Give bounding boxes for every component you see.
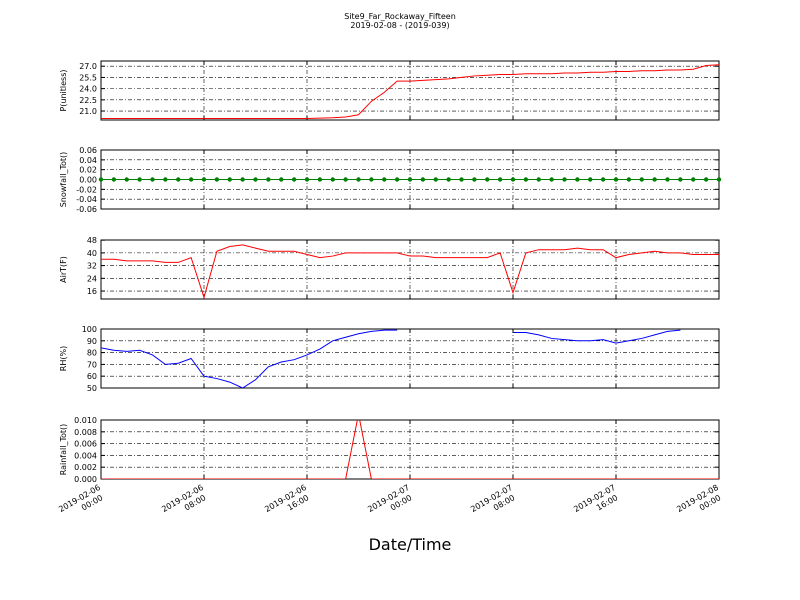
y-tick-label: 22.5 — [79, 96, 97, 105]
data-point — [639, 177, 644, 182]
y-tick-label: 0.010 — [74, 416, 97, 425]
data-point — [124, 177, 129, 182]
y-tick-label: 24 — [87, 274, 97, 283]
data-point — [600, 177, 606, 182]
data-line — [101, 244, 719, 299]
y-tick-label: 0.004 — [74, 451, 97, 460]
data-point — [163, 177, 168, 182]
data-point — [150, 177, 155, 182]
y-tick-label: 50 — [87, 384, 97, 393]
x-axis-label: Date/Time — [369, 535, 452, 554]
y-tick-label: 0.000 — [74, 475, 97, 484]
data-point — [472, 177, 477, 182]
data-line — [513, 329, 681, 344]
y-tick-label: 0.06 — [79, 146, 97, 155]
y-axis-label: AirT(F) — [59, 256, 68, 283]
data-point — [253, 177, 258, 182]
chart-subtitle: 2019-02-08 - (2019-039) — [350, 21, 449, 30]
data-point — [279, 177, 284, 182]
data-point — [382, 177, 387, 182]
y-tick-label: 32 — [87, 262, 97, 271]
data-point — [613, 177, 619, 182]
data-point — [343, 177, 348, 182]
y-tick-label: 0.02 — [79, 166, 97, 175]
data-point — [291, 177, 297, 182]
data-point — [665, 177, 670, 182]
data-point — [703, 177, 709, 182]
data-point — [678, 177, 683, 182]
data-point — [420, 177, 426, 182]
data-point — [497, 177, 503, 182]
y-tick-label: 0.008 — [74, 428, 97, 437]
y-axis-label: Rainfall_Tot() — [59, 424, 68, 476]
data-point — [562, 177, 567, 182]
data-point — [536, 177, 541, 182]
y-tick-label: 0.002 — [74, 463, 97, 472]
data-point — [446, 177, 451, 182]
data-point — [137, 177, 142, 182]
data-point — [691, 177, 696, 182]
y-axis-label: Snowfall_Tot() — [59, 152, 68, 208]
chart-title: Site9_Far_Rockaway_Fifteen — [344, 12, 456, 21]
data-point — [369, 177, 374, 182]
data-point — [98, 177, 104, 182]
data-line — [101, 329, 398, 388]
y-tick-label: 27.0 — [79, 62, 97, 71]
y-tick-label: 0.04 — [79, 156, 97, 165]
data-point — [459, 177, 464, 182]
y-tick-label: 25.5 — [79, 73, 97, 82]
data-point — [266, 177, 271, 182]
data-point — [549, 177, 554, 182]
data-point — [227, 177, 232, 182]
y-tick-label: 60 — [87, 372, 97, 381]
data-point — [188, 177, 194, 182]
y-tick-label: -0.02 — [76, 185, 97, 194]
y-tick-label: 40 — [87, 249, 97, 258]
y-tick-label: 0.006 — [74, 440, 97, 449]
data-point — [716, 177, 722, 182]
data-point — [330, 177, 335, 182]
data-point — [407, 177, 413, 182]
data-point — [394, 177, 400, 182]
data-point — [214, 177, 220, 182]
y-tick-label: 100 — [82, 325, 97, 334]
y-tick-label: 21.0 — [79, 107, 97, 116]
y-axis-label: P(unitless) — [59, 69, 68, 111]
y-tick-label: 80 — [87, 349, 97, 358]
data-point — [176, 177, 181, 182]
data-point — [626, 177, 632, 182]
y-tick-label: 48 — [87, 236, 97, 245]
data-point — [588, 177, 593, 182]
data-point — [356, 177, 361, 182]
data-point — [485, 177, 490, 182]
data-point — [201, 177, 207, 182]
y-tick-label: 0.00 — [79, 176, 97, 185]
data-point — [523, 177, 529, 182]
data-point — [652, 177, 657, 182]
y-tick-label: 90 — [87, 337, 97, 346]
data-point — [510, 177, 516, 182]
y-axis-label: RH(%) — [59, 346, 68, 371]
data-point — [433, 177, 438, 182]
data-point — [317, 177, 323, 182]
data-point — [111, 177, 117, 182]
y-tick-label: 24.0 — [79, 85, 97, 94]
y-tick-label: 16 — [87, 287, 97, 296]
data-point — [240, 177, 245, 182]
y-tick-label: -0.04 — [76, 195, 97, 204]
data-point — [304, 177, 310, 182]
data-point — [575, 177, 580, 182]
y-tick-label: -0.06 — [76, 205, 97, 214]
y-tick-label: 70 — [87, 360, 97, 369]
data-line — [101, 64, 719, 120]
